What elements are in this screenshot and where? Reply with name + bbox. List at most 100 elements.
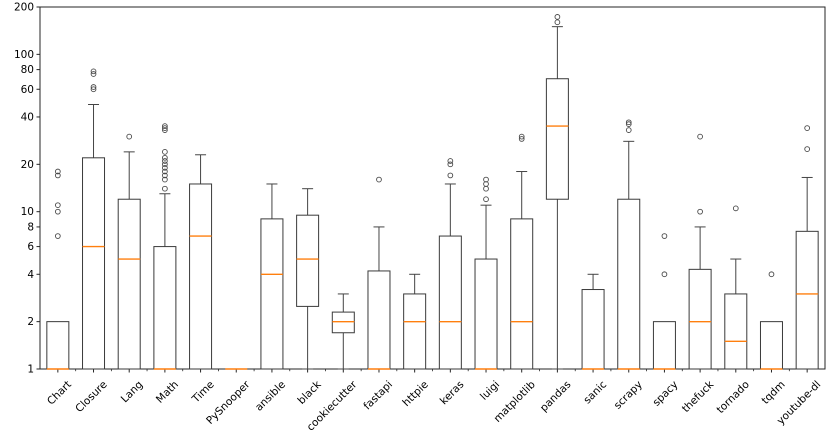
iqr-box (46, 321, 70, 370)
iqr-box (117, 198, 141, 370)
outlier-point (90, 86, 97, 93)
box-scrapy (617, 119, 641, 370)
iqr-box (367, 270, 391, 370)
box-youtube-dl (795, 125, 819, 370)
x-tick-label-httpie: httpie (400, 379, 430, 409)
box-Closure (82, 68, 106, 370)
iqr-box (296, 214, 320, 307)
outlier-point (483, 185, 489, 192)
iqr-box (795, 230, 819, 370)
iqr-box (331, 311, 355, 334)
outlier-point (54, 202, 61, 209)
y-tick-label-200: 200 (14, 2, 34, 14)
x-tick-label-pandas: pandas (538, 379, 574, 415)
x-tick-label-spacy: spacy (650, 379, 680, 409)
outlier-point (483, 176, 489, 183)
y-tick-label-60: 60 (21, 84, 34, 96)
outlier-point (768, 271, 775, 278)
y-tick-label-100: 100 (14, 49, 34, 61)
outlier-point (661, 233, 668, 239)
outlier-point (54, 233, 61, 239)
box-Time (189, 154, 213, 370)
box-spacy (652, 233, 676, 370)
x-tick-label-Time: Time (189, 379, 216, 406)
box-cookiecutter (331, 293, 355, 370)
box-pandas (545, 14, 569, 370)
outlier-point (697, 133, 703, 140)
box-tornado (724, 205, 748, 370)
outlier-point (447, 158, 454, 164)
x-tick-label-tqdm: tqdm (760, 379, 788, 407)
iqr-box (260, 218, 284, 370)
iqr-box (189, 183, 213, 370)
outlier-point (54, 208, 61, 215)
outlier-point (90, 71, 97, 77)
box-Lang (117, 133, 141, 370)
outlier-point (625, 121, 632, 128)
outlier-point (447, 161, 454, 168)
outlier-point (162, 164, 168, 171)
x-tick-label-tornado: tornado (715, 379, 752, 416)
box-keras (438, 158, 462, 370)
box-ansible (260, 183, 284, 370)
outlier-point (804, 146, 811, 152)
outlier-point (162, 123, 168, 129)
outlier-point (162, 168, 168, 175)
box-Chart (46, 168, 70, 370)
box-black (296, 188, 320, 370)
x-tick-label-sanic: sanic (581, 378, 609, 406)
iqr-box (688, 268, 712, 370)
outlier-point (447, 172, 454, 179)
y-axis: 1 2 4 6 8 10 20 40 60 80 100 200 (14, 2, 40, 376)
outlier-point (625, 127, 632, 133)
x-tick-label-Closure: Closure (73, 379, 109, 415)
x-tick-label-luigi: luigi (478, 379, 502, 403)
box-luigi (474, 176, 498, 370)
iqr-box (403, 293, 427, 370)
x-tick-label-Chart: Chart (45, 379, 74, 408)
iqr-box (474, 258, 498, 370)
outlier-point (90, 68, 97, 75)
outlier-point (162, 127, 168, 133)
y-tick-label-6: 6 (27, 241, 34, 253)
y-tick-label-4: 4 (27, 269, 34, 281)
iqr-box (510, 218, 534, 370)
iqr-box (724, 293, 748, 370)
outlier-point (554, 19, 561, 26)
box-tqdm (759, 271, 783, 370)
outlier-point (376, 176, 382, 183)
x-tick-label-black: black (296, 378, 325, 407)
y-tick-label-80: 80 (21, 64, 34, 76)
outlier-point (54, 172, 61, 179)
y-tick-label-1: 1 (27, 364, 34, 376)
outlier-point (518, 136, 525, 142)
outlier-point (162, 176, 168, 183)
x-tick-label-scrapy: scrapy (612, 379, 645, 412)
box-thefuck (688, 133, 712, 370)
outlier-point (54, 168, 61, 175)
outlier-point (162, 172, 168, 179)
y-tick-label-8: 8 (27, 221, 34, 233)
box-matplotlib (510, 133, 534, 370)
outlier-point (697, 208, 703, 215)
outlier-point (126, 133, 133, 140)
iqr-box (581, 289, 605, 370)
iqr-box (82, 157, 106, 370)
outlier-point (90, 84, 97, 90)
x-tick-label-Lang: Lang (119, 379, 146, 406)
iqr-box (759, 321, 783, 370)
x-tick-label-fastapi: fastapi (361, 379, 395, 413)
iqr-box (652, 321, 676, 370)
y-tick-label-2: 2 (27, 316, 34, 328)
box-httpie (403, 273, 427, 370)
outlier-point (732, 205, 739, 212)
outlier-point (661, 271, 668, 278)
x-tick-label-ansible: ansible (253, 379, 288, 414)
box-Math (153, 123, 177, 370)
outlier-point (162, 161, 168, 168)
outlier-point (162, 125, 168, 131)
outlier-point (625, 119, 632, 126)
